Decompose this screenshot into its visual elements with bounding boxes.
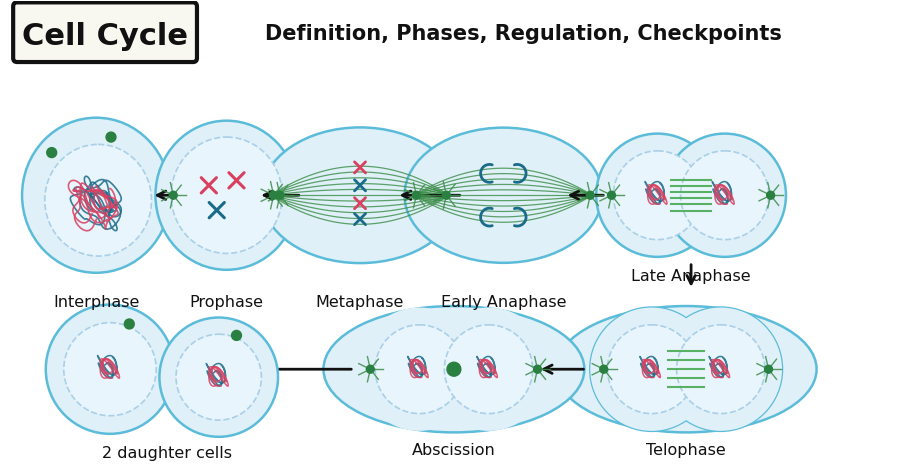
Ellipse shape: [660, 308, 782, 431]
Ellipse shape: [159, 318, 278, 437]
Ellipse shape: [663, 134, 786, 257]
Text: Late Anaphase: Late Anaphase: [631, 269, 751, 284]
Circle shape: [765, 365, 772, 373]
Ellipse shape: [45, 144, 151, 256]
Circle shape: [412, 191, 420, 199]
Circle shape: [608, 191, 616, 199]
Circle shape: [534, 365, 542, 373]
Text: Early Anaphase: Early Anaphase: [441, 295, 566, 310]
Ellipse shape: [680, 151, 769, 240]
Ellipse shape: [22, 118, 170, 273]
Ellipse shape: [677, 325, 765, 413]
Circle shape: [231, 330, 241, 340]
Text: 2 daughter cells: 2 daughter cells: [103, 446, 232, 461]
Text: Telophase: Telophase: [646, 443, 726, 458]
Circle shape: [586, 191, 594, 199]
FancyBboxPatch shape: [14, 2, 197, 62]
Circle shape: [443, 191, 450, 199]
Ellipse shape: [660, 308, 782, 431]
Circle shape: [366, 365, 374, 373]
Circle shape: [767, 191, 775, 199]
Ellipse shape: [614, 151, 702, 240]
Ellipse shape: [445, 325, 533, 413]
Ellipse shape: [375, 325, 464, 413]
Ellipse shape: [590, 308, 713, 431]
Circle shape: [169, 191, 177, 199]
Text: Metaphase: Metaphase: [316, 295, 404, 310]
Ellipse shape: [596, 134, 719, 257]
Ellipse shape: [46, 304, 175, 434]
Ellipse shape: [358, 308, 481, 431]
Ellipse shape: [171, 137, 282, 253]
Ellipse shape: [608, 325, 696, 413]
Ellipse shape: [262, 127, 459, 263]
Text: Definition, Phases, Regulation, Checkpoints: Definition, Phases, Regulation, Checkpoi…: [265, 24, 781, 44]
Ellipse shape: [176, 334, 261, 420]
Circle shape: [124, 319, 134, 329]
Text: Abscission: Abscission: [412, 443, 496, 458]
Circle shape: [276, 191, 284, 199]
Ellipse shape: [64, 323, 157, 416]
Circle shape: [599, 365, 608, 373]
Polygon shape: [670, 173, 713, 217]
Circle shape: [270, 191, 277, 199]
Circle shape: [447, 362, 461, 376]
Ellipse shape: [404, 127, 602, 263]
Ellipse shape: [555, 306, 816, 432]
Ellipse shape: [590, 308, 713, 431]
Ellipse shape: [323, 306, 584, 432]
Circle shape: [47, 148, 57, 158]
Text: Interphase: Interphase: [53, 295, 140, 310]
Ellipse shape: [156, 121, 298, 270]
Text: Prophase: Prophase: [190, 295, 264, 310]
Ellipse shape: [428, 308, 550, 431]
Text: Cell Cycle: Cell Cycle: [22, 22, 188, 51]
Circle shape: [106, 132, 116, 142]
